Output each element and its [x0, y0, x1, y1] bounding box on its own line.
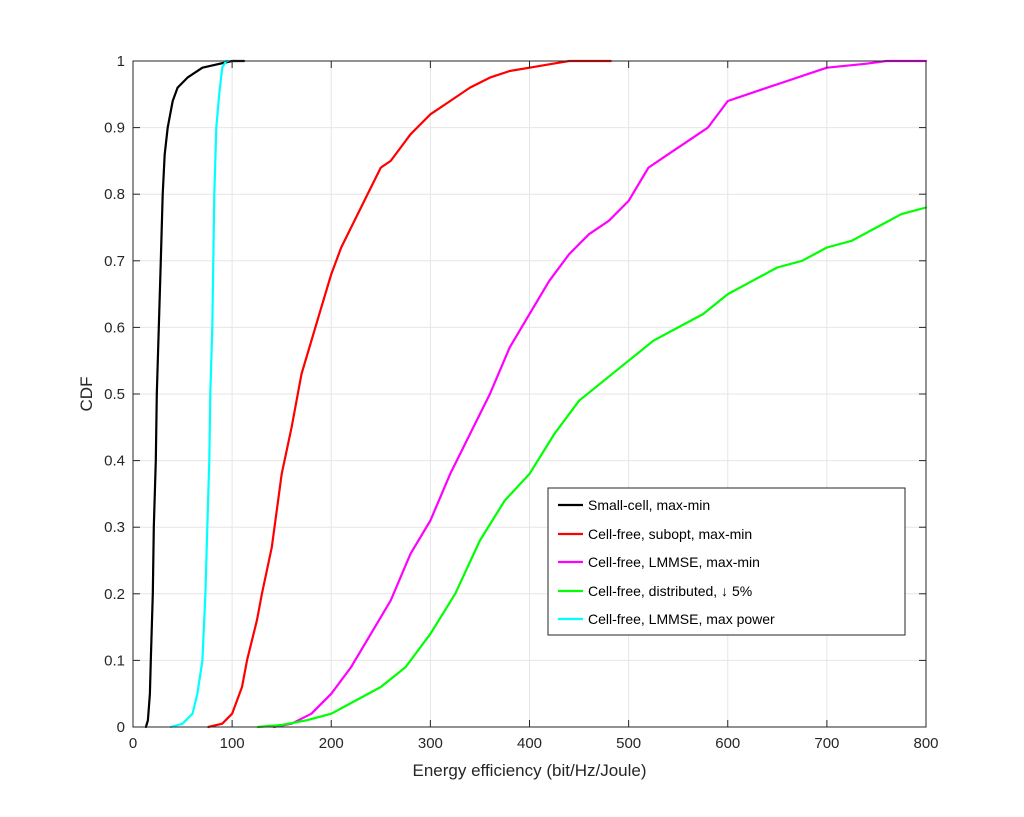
legend: Small-cell, max-min Cell-free, subopt, m…	[547, 487, 906, 636]
legend-label-cell-free-subopt: Cell-free, subopt, max-min	[588, 526, 752, 542]
x-tick-label: 500	[616, 735, 641, 752]
y-tick-label: 0.7	[104, 253, 125, 270]
x-tick-label: 800	[913, 735, 938, 752]
legend-label-small-cell: Small-cell, max-min	[588, 497, 710, 513]
data-series	[144, 59, 928, 729]
x-tick-label: 300	[418, 735, 443, 752]
y-tick-label: 0.6	[104, 319, 125, 336]
y-tick-label: 0.2	[104, 586, 125, 603]
series-line-2	[272, 59, 928, 729]
legend-box	[547, 487, 906, 636]
y-tick-label: 0.4	[104, 453, 125, 470]
y-tick-label: 0.3	[104, 519, 125, 536]
series-line-1	[207, 59, 612, 729]
series-line-4	[169, 59, 230, 729]
y-tick-label: 0.1	[104, 652, 125, 669]
y-tick-label: 0.5	[104, 386, 125, 403]
legend-label-cell-free-distributed: Cell-free, distributed, ↓ 5%	[588, 583, 752, 599]
y-tick-label: 0.9	[104, 120, 125, 137]
legend-label-cell-free-lmmse: Cell-free, LMMSE, max-min	[588, 554, 760, 570]
x-tick-label: 700	[814, 735, 839, 752]
y-tick-label: 0.8	[104, 186, 125, 203]
x-tick-label: 400	[517, 735, 542, 752]
series-line-0	[144, 59, 246, 729]
x-tick-label: 200	[319, 735, 344, 752]
x-tick-label: 0	[129, 735, 137, 752]
y-axis-title: CDF	[77, 377, 96, 412]
y-tick-label: 0	[117, 719, 125, 736]
y-tick-label: 1	[117, 53, 125, 70]
series-line-3	[256, 206, 928, 729]
axis-ticks: 0 100 200 300 400 500 600 700 800 0 0.1 0.2 0.3 0.4 0.…	[104, 53, 938, 752]
x-tick-label: 600	[715, 735, 740, 752]
x-axis-title: Energy efficiency (bit/Hz/Joule)	[412, 761, 646, 780]
legend-label-cell-free-max-power: Cell-free, LMMSE, max power	[588, 611, 775, 627]
x-tick-label: 100	[220, 735, 245, 752]
